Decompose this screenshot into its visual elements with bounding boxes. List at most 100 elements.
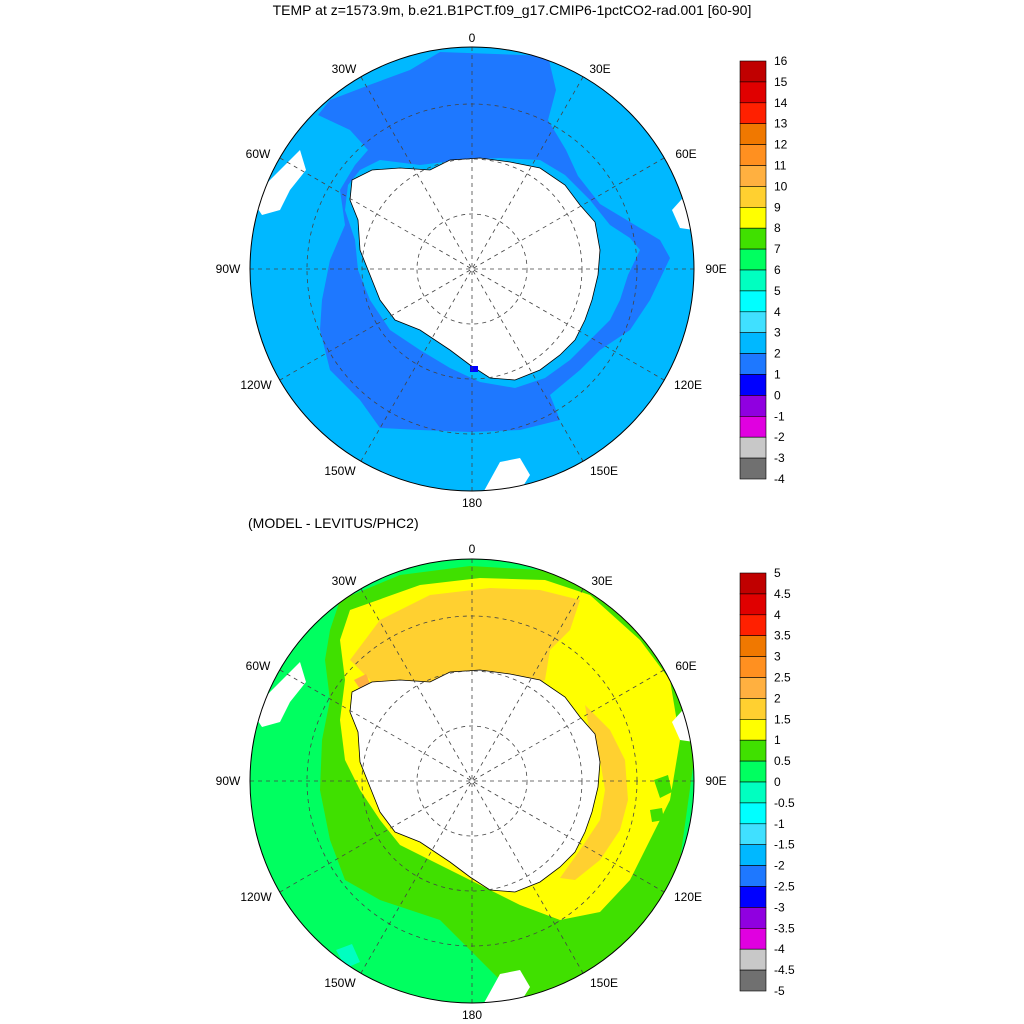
lon-label: 0 xyxy=(469,31,476,45)
difference-map: 0 30E 60E 90E 120E 150E 180 150W 120W 90… xyxy=(216,542,727,1022)
colorbar-swatch xyxy=(739,886,767,908)
colorbar-swatch xyxy=(739,457,767,480)
lon-label: 60E xyxy=(675,659,696,673)
colorbar-swatch xyxy=(739,677,767,699)
colorbar-swatch xyxy=(739,614,767,636)
colorbar-swatch xyxy=(739,123,767,145)
lon-label: 60E xyxy=(675,147,696,161)
colorbar-swatch xyxy=(739,81,767,104)
south-america-land xyxy=(252,662,306,727)
colorbar-swatch xyxy=(739,823,767,845)
colorbar-swatch xyxy=(739,927,767,950)
colorbar-swatch xyxy=(739,186,767,208)
colorbar-label: -3 xyxy=(774,900,785,914)
colorbar-label: -3.5 xyxy=(774,921,795,935)
colorbar-swatch xyxy=(739,802,767,825)
colorbar-swatch xyxy=(739,718,767,741)
lon-label: 90W xyxy=(216,262,241,276)
lon-label: 150E xyxy=(590,464,618,478)
colorbar-label: -0.5 xyxy=(774,796,795,810)
colorbar-swatch xyxy=(739,698,767,720)
colorbar-label: 2 xyxy=(774,347,781,361)
colorbar-swatch xyxy=(739,593,767,616)
colorbar-swatch xyxy=(739,844,767,866)
lon-label: 90W xyxy=(216,774,241,788)
colorbar-swatch xyxy=(739,311,767,333)
graticule xyxy=(250,559,694,1003)
colorbar-label: 16 xyxy=(774,54,788,68)
colorbar-label: -2 xyxy=(774,430,785,444)
colorbar-label: 3 xyxy=(774,326,781,340)
colorbar-label: 1 xyxy=(774,733,781,747)
colorbar-label: 2 xyxy=(774,691,781,705)
colorbar-swatch xyxy=(739,436,767,459)
colorbar-label: 8 xyxy=(774,221,781,235)
colorbar-label: 15 xyxy=(774,75,788,89)
lon-label: 120E xyxy=(674,378,702,392)
colorbar-label: 0 xyxy=(774,388,781,402)
diff-0.5-1-patch xyxy=(650,808,664,822)
colorbar-swatch xyxy=(739,739,767,762)
colorbar-label: -3 xyxy=(774,451,785,465)
colorbar-label: 4 xyxy=(774,608,781,622)
lon-label: 30W xyxy=(332,574,357,588)
new-zealand-land xyxy=(484,458,530,491)
difference-colorbar: 5 4.5 4 3.5 3 2.5 2 1.5 1 0.5 0 -0.5 -1 -1.5 -2 -2.5 -3 -… xyxy=(739,566,795,998)
lon-label: 30E xyxy=(589,62,610,76)
lon-label: 120E xyxy=(674,890,702,904)
colorbar-label: 9 xyxy=(774,200,781,214)
colorbar-label: 11 xyxy=(774,159,787,173)
longitude-labels: 0 30E 60E 90E 120E 150E 180 150W 120W 90… xyxy=(216,31,727,510)
lon-label: 90E xyxy=(705,774,726,788)
map-frame xyxy=(249,558,695,1004)
colorbar-label: 1.5 xyxy=(774,712,791,726)
colorbar-label: -4 xyxy=(774,472,785,486)
lon-label: 90E xyxy=(705,262,726,276)
colorbar-swatch xyxy=(739,102,767,125)
colorbar-label: -4 xyxy=(774,942,785,956)
colorbar-swatch xyxy=(739,248,767,271)
colorbar-swatch xyxy=(739,60,767,83)
colorbar-swatch xyxy=(739,781,767,804)
lon-label: 180 xyxy=(462,1008,482,1022)
lon-label: 120W xyxy=(240,378,272,392)
colorbar-swatch xyxy=(739,635,767,657)
lon-label: 150E xyxy=(590,976,618,990)
colorbar-swatch xyxy=(739,290,767,313)
colorbar-swatch xyxy=(739,656,767,678)
lon-label: 30W xyxy=(332,62,357,76)
colorbar-swatch xyxy=(739,374,767,396)
colorbar-label: 4.5 xyxy=(774,587,791,601)
colorbar-label: -2 xyxy=(774,859,785,873)
colorbar-swatch xyxy=(739,207,767,229)
colorbar-label: 2.5 xyxy=(774,671,791,685)
lon-label: 180 xyxy=(462,496,482,510)
diff-neg-patch xyxy=(336,944,360,968)
colorbar-label: -1 xyxy=(774,817,785,831)
lon-label: 60W xyxy=(246,147,271,161)
colorbar-swatch xyxy=(739,948,767,971)
colorbar-label: -1 xyxy=(774,409,785,423)
colorbar-label: 13 xyxy=(774,117,788,131)
colorbar-label: -1.5 xyxy=(774,838,795,852)
colorbar-swatch xyxy=(739,572,767,595)
lon-label: 150W xyxy=(324,464,356,478)
south-america-land xyxy=(252,150,306,215)
colorbar-label: 4 xyxy=(774,305,781,319)
colorbar-label: 10 xyxy=(774,179,788,193)
colorbar-swatch xyxy=(739,353,767,375)
lon-label: 60W xyxy=(246,659,271,673)
colorbar-swatch xyxy=(739,144,767,166)
longitude-labels: 0 30E 60E 90E 120E 150E 180 150W 120W 90… xyxy=(216,542,727,1022)
colorbar-swatch xyxy=(739,969,767,992)
difference-panel-title: (MODEL - LEVITUS/PHC2) xyxy=(248,515,419,531)
colorbar-swatch xyxy=(739,907,767,929)
colorbar-label: 3.5 xyxy=(774,629,791,643)
colorbar-label: 5 xyxy=(774,566,781,580)
graticule xyxy=(250,47,694,491)
colorbar-label: 3 xyxy=(774,650,781,664)
temperature-map: 0 30E 60E 90E 120E 150E 180 150W 120W 90… xyxy=(216,31,727,510)
colorbar-label: 12 xyxy=(774,138,788,152)
diff-1.5-2-ring xyxy=(560,705,628,880)
